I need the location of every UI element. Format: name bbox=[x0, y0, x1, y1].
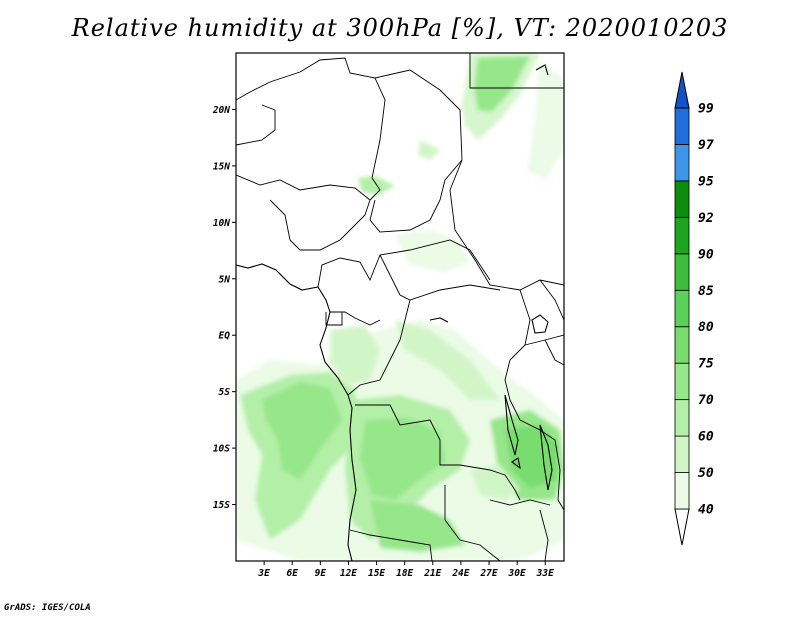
colorbar-segment bbox=[674, 107, 690, 145]
lon-tick-label: 21E bbox=[423, 568, 441, 579]
colorbar-segment bbox=[674, 472, 690, 510]
lon-tick-label: 9E bbox=[315, 568, 327, 579]
colorbar-segment bbox=[674, 362, 690, 401]
colorbar-segment bbox=[674, 253, 690, 291]
colorbar-level-label: 40 bbox=[698, 503, 714, 518]
lon-tick-label: 24E bbox=[451, 568, 469, 579]
lat-tick-label: 10S bbox=[213, 444, 230, 455]
latitude-axis: 20N 15N 10N 5N EQ 5S 10S 15S bbox=[212, 105, 236, 511]
grads-credit: GrADS: IGES/COLA bbox=[4, 603, 91, 613]
colorbar-level-label: 97 bbox=[698, 138, 714, 153]
colorbar-level-label: 70 bbox=[698, 393, 714, 408]
lat-tick-label: 15N bbox=[213, 161, 230, 172]
lon-tick-label: 12E bbox=[340, 568, 357, 579]
colorbar: 40 50 60 70 75 80 85 90 92 95 97 99 bbox=[674, 71, 714, 546]
colorbar-segment bbox=[674, 180, 690, 218]
colorbar-segment bbox=[674, 216, 690, 255]
colorbar-segment bbox=[674, 435, 690, 473]
colorbar-segment bbox=[674, 289, 690, 328]
lat-tick-label: 10N bbox=[213, 218, 230, 229]
lon-tick-label: 6E bbox=[287, 568, 299, 579]
colorbar-level-label: 50 bbox=[698, 466, 714, 481]
humidity-shading bbox=[236, 53, 564, 561]
longitude-axis: 3E 6E 9E 12E 15E 18E 21E 24E 27E 30E 33E bbox=[257, 561, 554, 579]
map-boundaries bbox=[236, 53, 564, 561]
lat-tick-label: EQ bbox=[219, 331, 231, 342]
lon-tick-label: 30E bbox=[508, 568, 526, 579]
lon-tick-label: 3E bbox=[257, 568, 270, 579]
colorbar-low-triangle bbox=[674, 508, 690, 546]
colorbar-segment bbox=[674, 326, 690, 364]
colorbar-level-label: 75 bbox=[698, 357, 714, 372]
colorbar-level-label: 80 bbox=[698, 320, 714, 335]
lon-tick-label: 18E bbox=[396, 568, 413, 579]
lat-tick-label: 5S bbox=[219, 387, 231, 398]
colorbar-level-label: 60 bbox=[698, 430, 714, 445]
lat-tick-label: 20N bbox=[212, 105, 230, 116]
colorbar-level-label: 90 bbox=[698, 247, 714, 262]
lat-tick-label: 15S bbox=[213, 500, 230, 511]
lon-tick-label: 27E bbox=[479, 568, 497, 579]
plot-frame bbox=[235, 52, 565, 562]
colorbar-level-label: 92 bbox=[698, 211, 714, 226]
colorbar-level-label: 99 bbox=[698, 102, 714, 117]
colorbar-segment bbox=[674, 399, 690, 437]
lon-tick-label: 15E bbox=[368, 568, 385, 579]
lat-tick-label: 5N bbox=[219, 274, 231, 285]
colorbar-level-label: 95 bbox=[698, 174, 714, 189]
colorbar-high-triangle bbox=[674, 71, 690, 109]
colorbar-level-label: 85 bbox=[698, 284, 714, 299]
lon-tick-label: 33E bbox=[536, 568, 554, 579]
map-title: Relative humidity at 300hPa [%], VT: 202… bbox=[71, 14, 729, 42]
colorbar-segment bbox=[674, 144, 690, 182]
